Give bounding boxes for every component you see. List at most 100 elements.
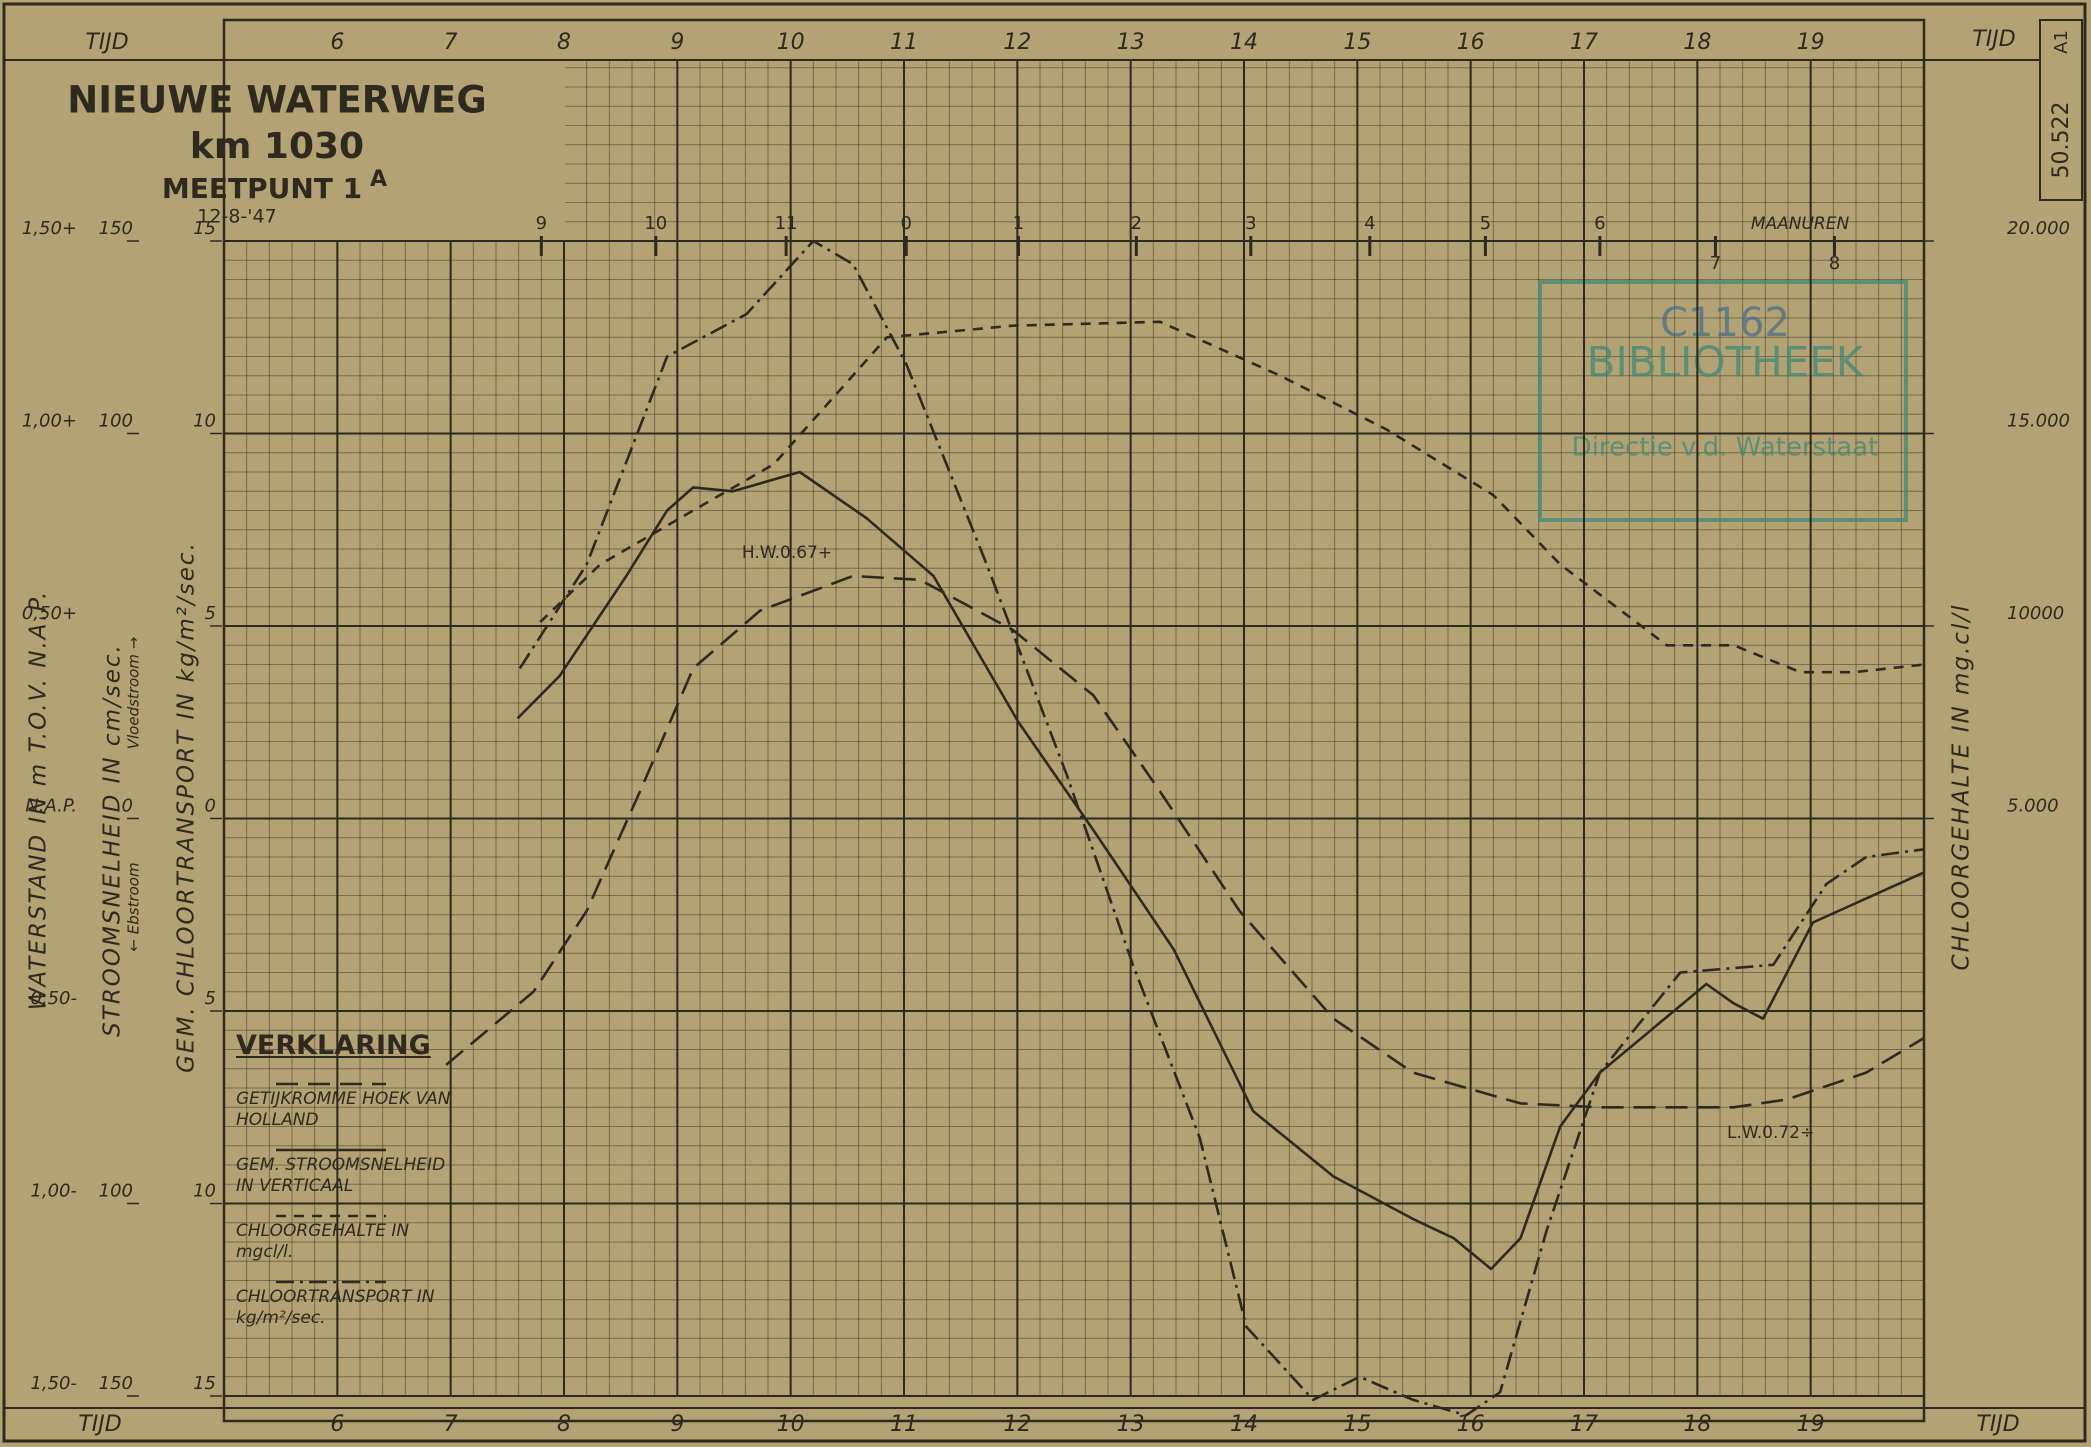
station: MEETPUNT 1 <box>162 172 362 205</box>
x-tick-label: 16 <box>1457 30 1485 55</box>
stamp: C1162 BIBLIOTHEEK Directie v.d. Watersta… <box>1538 280 1908 522</box>
legend-swatch <box>276 1280 386 1284</box>
y-tick-label: 1,50+ <box>22 218 77 239</box>
y-tick-label: 1,00- <box>30 1181 77 1202</box>
legend-title: VERKLARING <box>236 1030 431 1061</box>
y-tick-label: 150 <box>99 218 133 239</box>
chart-subtitle: km 1030 <box>190 126 364 167</box>
y-tick-label: 10 <box>193 1181 216 1202</box>
y-tick-label: 20.000 <box>2007 218 2070 239</box>
legend-entry: CHLOORTRANSPORT IN kg/m²/sec. <box>236 1277 460 1329</box>
y-tick-label: 0,50+ <box>22 603 77 624</box>
y-tick-label: 10000 <box>2007 603 2064 624</box>
x-tick-label: 17 <box>1570 30 1598 55</box>
moon-tick-label: 4 <box>1364 213 1375 234</box>
moon-label: MAANUREN <box>1751 214 1850 234</box>
y-axis-label: CHLOORGEHALTE IN mg.cl/l <box>1949 604 1975 971</box>
y-tick-label: 5 <box>205 988 216 1009</box>
y-tick-label: 0,50- <box>30 988 77 1009</box>
moon-tick-label: 7 <box>1710 253 1721 274</box>
x-tick-label: 6 <box>330 30 344 55</box>
y-axis-sublabel: ← Ebstroom <box>125 862 143 951</box>
x-tick-label: 13 <box>1117 30 1145 55</box>
legend-swatch <box>276 1082 386 1086</box>
x-tick-label: 15 <box>1343 30 1371 55</box>
y-axis-label: WATERSTAND IN m T.O.V. N.A.P. <box>26 590 52 1011</box>
x-tick-label: 19 <box>1797 30 1825 55</box>
sheet-box <box>2039 19 2083 201</box>
x-tick-label: 18 <box>1683 1412 1711 1437</box>
legend-entry: CHLOORGEHALTE IN mgcl/l. <box>236 1211 460 1263</box>
date: 12-8-'47 <box>197 206 276 228</box>
y-tick-label: 0 <box>122 796 133 817</box>
legend-swatch <box>276 1148 386 1152</box>
stamp-number: C1162 <box>1660 300 1790 346</box>
legend-entry: GEM. STROOMSNELHEID IN VERTICAAL <box>236 1145 460 1197</box>
x-tick-label: 6 <box>330 1412 344 1437</box>
stamp-department: Directie v.d. Waterstaat <box>1572 433 1879 463</box>
y-tick-label: 100 <box>99 411 133 432</box>
x-tick-label: 14 <box>1230 1412 1258 1437</box>
x-axis-label: TIJD <box>1972 27 2015 52</box>
x-tick-label: 12 <box>1003 30 1031 55</box>
moon-tick-label: 8 <box>1829 253 1840 274</box>
minor-grid <box>224 60 1924 1396</box>
y-tick-label: 0 <box>205 796 216 817</box>
moon-tick-label: 5 <box>1480 213 1491 234</box>
x-axis-label: TIJD <box>1976 1412 2019 1437</box>
x-tick-label: 15 <box>1343 1412 1371 1437</box>
y-tick-label: 10 <box>193 411 216 432</box>
y-tick-label: 1,00+ <box>22 411 77 432</box>
y-axis-label: STROOMSNELHEID IN cm/sec. <box>100 643 126 1037</box>
y-tick-label: 5 <box>205 603 216 624</box>
moon-tick-label: 2 <box>1131 213 1142 234</box>
station-sup: A <box>370 167 387 192</box>
series-line <box>518 239 1925 1417</box>
legend-label: GETIJKROMME HOEK VAN HOLLAND <box>236 1089 451 1130</box>
x-tick-label: 11 <box>890 30 918 55</box>
x-tick-label: 7 <box>444 1412 458 1437</box>
x-tick-label: 17 <box>1570 1412 1598 1437</box>
x-tick-label: 19 <box>1797 1412 1825 1437</box>
x-tick-label: 7 <box>444 30 458 55</box>
x-tick-label: 10 <box>777 1412 805 1437</box>
x-tick-label: 8 <box>557 1412 571 1437</box>
moon-tick-label: 1 <box>1013 213 1024 234</box>
y-axis-label: GEM. CHLOORTRANSPORT IN kg/m²/sec. <box>174 541 200 1073</box>
moon-tick-label: 6 <box>1594 213 1605 234</box>
series-line <box>539 320 1925 674</box>
y-tick-label: 150 <box>99 1373 133 1394</box>
chart-title: NIEUWE WATERWEG <box>67 79 486 122</box>
y-tick-label: N.A.P. <box>25 796 77 817</box>
x-tick-label: 16 <box>1457 1412 1485 1437</box>
legend: VERKLARING GETIJKROMME HOEK VAN HOLLAND G… <box>236 1030 460 1343</box>
low-water-label: L.W.0.72÷ <box>1727 1123 1814 1143</box>
sheet-number: 50.522 <box>2049 102 2074 179</box>
y-tick-label: 15 <box>193 1373 216 1394</box>
x-axis-label: TIJD <box>85 30 128 55</box>
sheet-code: A1 <box>2051 30 2072 54</box>
legend-label: GEM. STROOMSNELHEID IN VERTICAAL <box>236 1155 446 1196</box>
legend-label: CHLOORGEHALTE IN mgcl/l. <box>236 1221 410 1262</box>
y-tick-label: 5.000 <box>2007 796 2059 817</box>
moon-tick-label: 0 <box>901 213 912 234</box>
moon-tick-label: 3 <box>1245 213 1256 234</box>
x-tick-label: 8 <box>557 30 571 55</box>
moon-tick-label: 10 <box>644 213 667 234</box>
x-tick-label: 9 <box>670 1412 684 1437</box>
high-water-label: H.W.0.67+ <box>742 543 832 563</box>
series-line <box>445 574 1925 1109</box>
moon-tick-label: 9 <box>536 213 547 234</box>
legend-label: CHLOORTRANSPORT IN kg/m²/sec. <box>236 1287 435 1328</box>
stamp-border <box>1538 280 1908 522</box>
plot-border <box>222 18 1926 1423</box>
x-tick-label: 11 <box>890 1412 918 1437</box>
moon-tick-label: 11 <box>775 213 798 234</box>
x-tick-label: 9 <box>670 30 684 55</box>
x-tick-label: 10 <box>777 30 805 55</box>
legend-entry: GETIJKROMME HOEK VAN HOLLAND <box>236 1079 460 1131</box>
x-tick-label: 18 <box>1683 30 1711 55</box>
